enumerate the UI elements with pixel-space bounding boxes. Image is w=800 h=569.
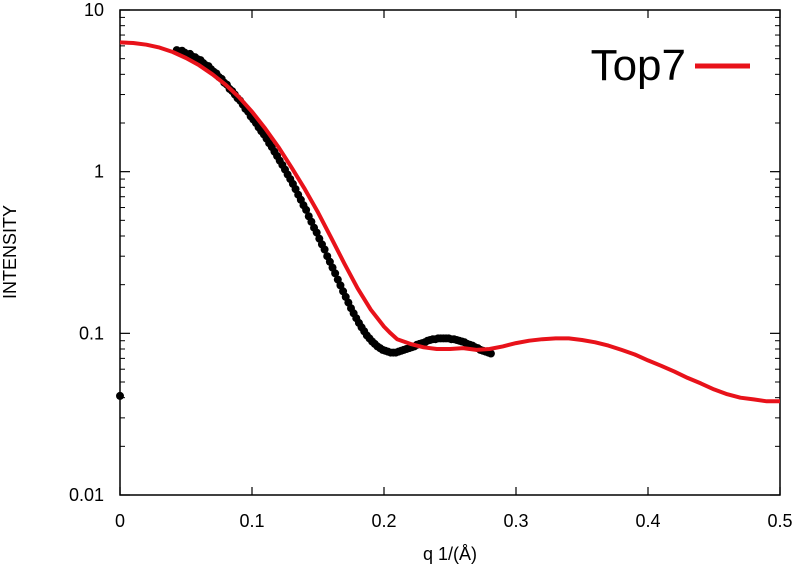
y-axis-title: INTENSITY [0, 205, 20, 299]
y-axis-ticks: 0.01 0.1 1 10 [69, 0, 780, 505]
data-point [307, 217, 316, 226]
x-tick-label: 0.1 [239, 511, 264, 531]
data-point [312, 228, 321, 237]
x-axis-title: q 1/(Å) [423, 544, 477, 564]
x-tick-label: 0.5 [767, 511, 792, 531]
data-point [116, 391, 124, 400]
x-tick-label: 0.4 [635, 511, 660, 531]
y-tick-label: 1 [94, 162, 104, 182]
y-tick-label: 10 [84, 0, 104, 20]
series-line-top7 [119, 40, 780, 404]
data-point [320, 245, 329, 254]
data-points [116, 46, 495, 400]
y-tick-label: 0.01 [69, 485, 104, 505]
data-point [302, 205, 311, 214]
data-point [331, 269, 340, 278]
legend: Top7 [591, 41, 750, 90]
legend-label-top7: Top7 [591, 41, 686, 90]
x-tick-label: 0.3 [503, 511, 528, 531]
x-axis-ticks: 0 0.1 0.2 0.3 0.4 0.5 [115, 10, 793, 531]
fit-line [119, 40, 780, 404]
x-tick-label: 0.2 [371, 511, 396, 531]
x-tick-label: 0 [115, 511, 125, 531]
data-point [486, 349, 495, 358]
y-tick-label: 0.1 [79, 323, 104, 343]
plot-frame [119, 9, 781, 496]
